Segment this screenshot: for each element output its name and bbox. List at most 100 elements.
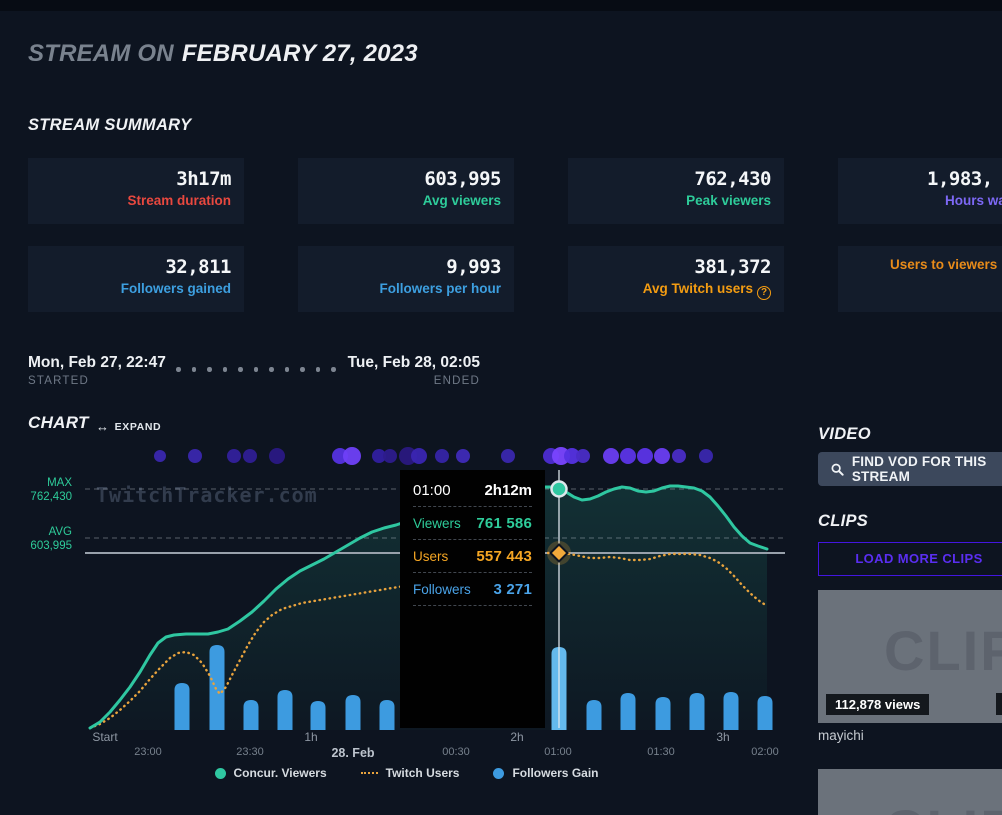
activity-dot [227, 449, 241, 463]
stream-end-time: Tue, Feb 28, 02:05 [347, 354, 480, 371]
legend-dotted-line-icon [360, 772, 378, 774]
timeline-dot [238, 367, 243, 372]
axis-time-label: 01:30 [647, 746, 675, 758]
summary-card: 1,983, Hours watched [838, 158, 1002, 224]
top-bar [0, 0, 1002, 11]
clip-placeholder-text: CLIP [884, 797, 1002, 815]
timeline-dot [284, 367, 289, 372]
video-heading: VIDEO [818, 425, 871, 443]
tooltip-row: Users 557 443 [413, 540, 532, 573]
summary-card: 603,995 Avg viewers [298, 158, 514, 224]
stream-end: Tue, Feb 28, 02:05 ENDED [300, 354, 480, 387]
followers-bar [757, 696, 773, 730]
activity-dot [654, 448, 670, 464]
summary-card: 9,993 Followers per hour [298, 246, 514, 312]
activity-dot [243, 449, 257, 463]
followers-bar [345, 695, 361, 730]
card-label: Users to viewers [890, 257, 998, 272]
activity-dot [269, 448, 285, 464]
card-label: Followers gained [120, 281, 231, 296]
clip-duration-badge [996, 693, 1002, 715]
summary-card: 762,430 Peak viewers [568, 158, 784, 224]
followers-bar [310, 701, 326, 730]
card-value: 603,995 [424, 168, 501, 190]
timeline-dot [191, 367, 196, 372]
axis-time-label: 28. Feb [331, 746, 375, 760]
legend-label: Concur. Viewers [233, 766, 327, 780]
avg-axis-label: AVG 603,995 [30, 526, 72, 552]
watermark: TwitchTracker.com [96, 483, 318, 507]
chart-expand-button[interactable]: ↔ EXPAND [96, 419, 161, 434]
axis-time-label: 00:30 [442, 746, 470, 758]
tooltip-row: Followers 3 271 [413, 573, 532, 606]
card-value: 762,430 [694, 168, 771, 190]
tooltip-row-label: Users [413, 549, 449, 564]
stream-end-label: ENDED [433, 375, 480, 387]
card-value: 32,811 [165, 256, 231, 278]
legend-label: Twitch Users [385, 766, 460, 780]
activity-dot [699, 449, 713, 463]
clip-author[interactable]: mayichi [818, 728, 864, 743]
viewers-marker [550, 480, 568, 498]
page-title: STREAM ON FEBRUARY 27, 2023 [28, 40, 418, 68]
legend-item[interactable]: Concur. Viewers [214, 766, 327, 780]
card-label: Hours watched [945, 193, 1002, 208]
card-value: 9,993 [446, 256, 501, 278]
legend-item[interactable]: Followers Gain [493, 766, 598, 780]
help-icon[interactable]: ? [757, 286, 771, 300]
activity-dot [620, 448, 636, 464]
timeline-dot [176, 367, 181, 372]
followers-bar [209, 645, 225, 730]
expand-arrows-icon: ↔ [96, 419, 110, 434]
max-axis-label: MAX 762,430 [30, 477, 72, 503]
followers-bar [689, 693, 705, 730]
tooltip-row-label: Viewers [413, 516, 461, 531]
legend-dot-icon [214, 767, 226, 779]
clip-thumbnail[interactable]: CLIP [818, 769, 1002, 815]
activity-dot [576, 449, 590, 463]
expand-label: EXPAND [114, 420, 162, 433]
stream-start-label: STARTED [28, 375, 90, 387]
activity-dot [372, 449, 386, 463]
timeline-dot [222, 367, 227, 372]
followers-bar [723, 692, 739, 730]
find-vod-label: FIND VOD FOR THIS STREAM [851, 454, 987, 484]
followers-bar [655, 697, 671, 730]
tooltip-row-value: 557 443 [476, 548, 532, 565]
activity-dot [411, 448, 427, 464]
tooltip-row: Viewers 761 586 [413, 507, 532, 540]
axis-hour-label: 2h [510, 730, 524, 744]
card-label: Avg Twitch users? [568, 279, 771, 300]
timeline-dots [176, 367, 336, 372]
activity-dot [456, 449, 470, 463]
clip-views-badge: 112,878 views [826, 694, 930, 715]
find-vod-button[interactable]: FIND VOD FOR THIS STREAM [818, 452, 1002, 486]
card-value: 381,372 [694, 256, 771, 278]
tooltip-time: 01:00 [413, 482, 451, 499]
page-title-date: FEBRUARY 27, 2023 [181, 40, 418, 67]
followers-bar [379, 700, 395, 730]
axis-time-label: 02:00 [751, 746, 779, 758]
activity-dot [383, 449, 397, 463]
clip-thumbnail[interactable]: CLIP 112,878 views [818, 590, 1002, 723]
summary-card: 381,372 Avg Twitch users? [568, 246, 784, 312]
axis-hour-label: 3h [716, 730, 730, 744]
legend-label: Followers Gain [512, 766, 599, 780]
timeline-dot [315, 367, 320, 372]
axis-hour-label: 1h [304, 730, 318, 744]
load-more-clips-button[interactable]: LOAD MORE CLIPS [818, 542, 1002, 576]
axis-time-label: 23:30 [236, 746, 264, 758]
axis-hour-label: Start [92, 730, 118, 744]
chart-tooltip: 01:00 2h12m Viewers 761 586 Users 557 443 Fo… [400, 470, 545, 728]
timeline-dot [300, 367, 305, 372]
summary-card: Users to viewers [838, 246, 1002, 312]
twitch-users-line [88, 551, 769, 730]
timeline-dot [253, 367, 258, 372]
activity-dot [501, 449, 515, 463]
legend-item[interactable]: Twitch Users [360, 766, 460, 780]
tooltip-time-row: 01:00 2h12m [413, 474, 532, 507]
axis-time-label: 01:00 [544, 746, 572, 758]
tooltip-elapsed: 2h12m [484, 482, 532, 499]
timeline-dot [207, 367, 212, 372]
timeline-dot [269, 367, 274, 372]
